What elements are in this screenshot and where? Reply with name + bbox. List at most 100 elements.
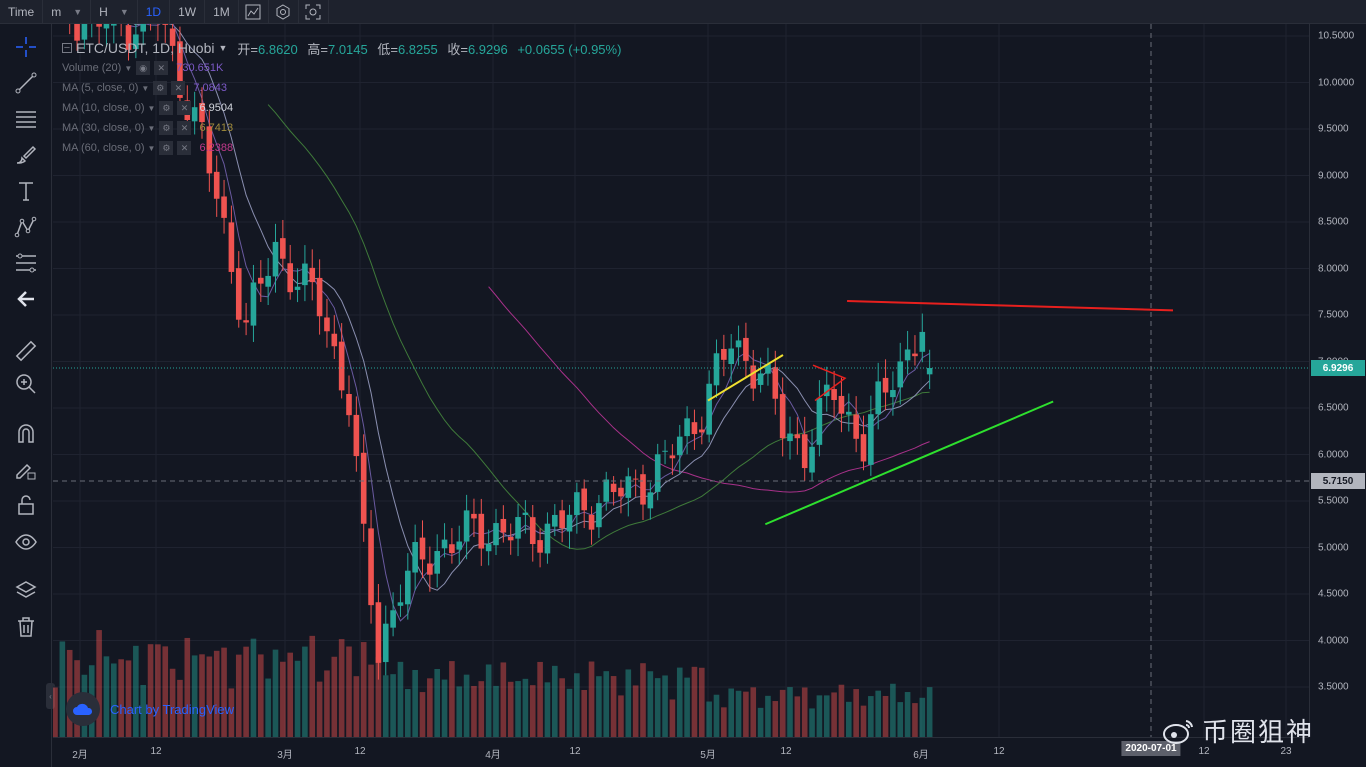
volume-bar [809,708,815,737]
fib-icon[interactable] [10,248,42,278]
volume-bar [676,667,683,737]
candle-body [875,381,881,415]
ohlc-values: 开=6.8620 高=7.0145 低=6.8255 收=6.9296 +0.0… [237,39,627,58]
indicator-ma5[interactable]: MA (5, close, 0) ▼ ⚙ ✕ 7.0843 [62,81,227,95]
collapse-legend-icon[interactable]: − [62,42,72,54]
settings-icon[interactable]: ⚙ [159,101,174,115]
time-tick-label: 4月 [485,750,501,761]
text-icon[interactable] [10,176,42,206]
candle-body [177,41,183,98]
volume-bar [574,673,580,737]
interval-1w-label: 1W [178,4,197,19]
candle-body [331,333,338,347]
chart-type-icon[interactable] [239,0,269,24]
back-arrow-icon[interactable] [10,284,42,314]
volume-bar [169,668,176,737]
volume-bar [647,671,654,737]
time-axis[interactable]: 2月 12 3月 12 4月 12 5月 12 6月 12 12 23 2020-07-01 [53,737,1309,767]
candle-body [904,349,911,361]
close-icon[interactable]: ✕ [177,141,192,155]
eye-icon[interactable]: ◉ [136,61,151,75]
candle-body [801,434,808,469]
close-icon[interactable]: ✕ [177,101,192,115]
close-icon[interactable]: ✕ [171,81,186,95]
candle-body [74,24,80,41]
candle-body [397,602,404,606]
chevron-down-icon: ▼ [119,6,129,17]
collapse-toolbar-button[interactable]: ‹ [46,683,55,709]
trash-icon[interactable] [10,612,42,642]
brush-icon[interactable] [10,140,42,170]
interval-1w[interactable]: 1W [170,0,206,24]
candle-body [588,514,595,530]
lock-drawing-icon[interactable] [10,454,42,484]
time-tick-label: 12 [150,746,162,757]
price-tick-label: 10.0000 [1318,77,1355,88]
price-axis[interactable]: 10.5000 10.0000 9.5000 9.0000 8.5000 8.0000 7.… [1309,24,1366,737]
time-tick-label: 3月 [277,750,293,761]
price-tick-label: 6.0000 [1318,449,1349,460]
candle-body [449,544,455,554]
volume-bar [779,689,786,737]
candle-body [338,341,345,391]
chart-legend: − ETC/USDT, 1D, Huobi ▼ 开=6.8620 高=7.014… [62,38,627,158]
chart-pane[interactable] [53,24,1309,737]
settings-icon[interactable]: ⚙ [153,81,168,95]
ma60-line [488,286,930,493]
pattern-icon[interactable] [10,212,42,242]
indicator-volume[interactable]: Volume (20) ▼ ◉ ✕ 730.651K [62,61,224,75]
close-icon[interactable]: ✕ [177,121,192,135]
indicator-ma60[interactable]: MA (60, close, 0) ▼ ⚙ ✕ 6.2388 [62,141,234,155]
volume-bar [875,690,881,737]
crosshair-icon[interactable] [10,32,42,62]
interval-minutes[interactable]: m ▼ [43,0,92,24]
price-chart[interactable] [53,24,1309,737]
candle-body [382,623,389,663]
volume-bar [831,692,837,737]
candle-body [500,518,507,533]
time-tick-label: 5月 [700,750,716,761]
last-price-badge: 6.9296 [1311,360,1365,377]
chevron-down-icon[interactable]: ▼ [218,43,228,53]
indicator-value: 6.7413 [199,122,234,134]
ruler-icon[interactable] [10,336,42,366]
eye-icon[interactable] [10,527,42,557]
trend-line-icon[interactable] [10,68,42,98]
indicator-ma10[interactable]: MA (10, close, 0) ▼ ⚙ ✕ 6.9504 [62,101,234,115]
indicator-value: 730.651K [176,62,224,74]
zoom-in-icon[interactable] [10,369,42,399]
symbol-title[interactable]: ETC/USDT, 1D, Huobi [76,40,215,56]
high-key: 高= [307,41,328,57]
unlock-icon[interactable] [10,490,42,520]
candle-body [515,517,521,539]
close-icon[interactable]: ✕ [154,61,169,75]
volume-bar [897,702,904,737]
interval-1d[interactable]: 1D [138,0,171,24]
candle-body [676,436,683,456]
volume-bar [904,692,911,737]
price-tick-label: 9.0000 [1318,170,1349,181]
time-menu[interactable]: Time [0,0,44,24]
volume-bar [735,690,742,737]
settings-icon[interactable]: ⚙ [159,141,174,155]
candle-body [581,488,587,511]
indicator-ma30[interactable]: MA (30, close, 0) ▼ ⚙ ✕ 6.7413 [62,121,234,135]
screenshot-icon[interactable] [299,0,329,24]
volume-bar [713,694,720,737]
candle-body [456,541,463,550]
interval-1m[interactable]: 1M [205,0,239,24]
indicators-icon[interactable] [269,0,299,24]
horizontal-lines-icon[interactable] [10,104,42,134]
layers-icon[interactable] [10,576,42,606]
volume-bar [507,681,514,737]
volume-bar [912,703,918,737]
volume-bar [346,646,352,737]
close-value: 6.9296 [467,41,508,57]
settings-icon[interactable]: ⚙ [159,121,174,135]
interval-hours[interactable]: H ▼ [91,0,138,24]
volume-bar [427,678,433,737]
candle-body [691,422,698,435]
tradingview-logo[interactable]: Chart by TradingView [66,692,234,726]
volume-bar [272,649,279,737]
magnet-icon[interactable] [10,419,42,449]
